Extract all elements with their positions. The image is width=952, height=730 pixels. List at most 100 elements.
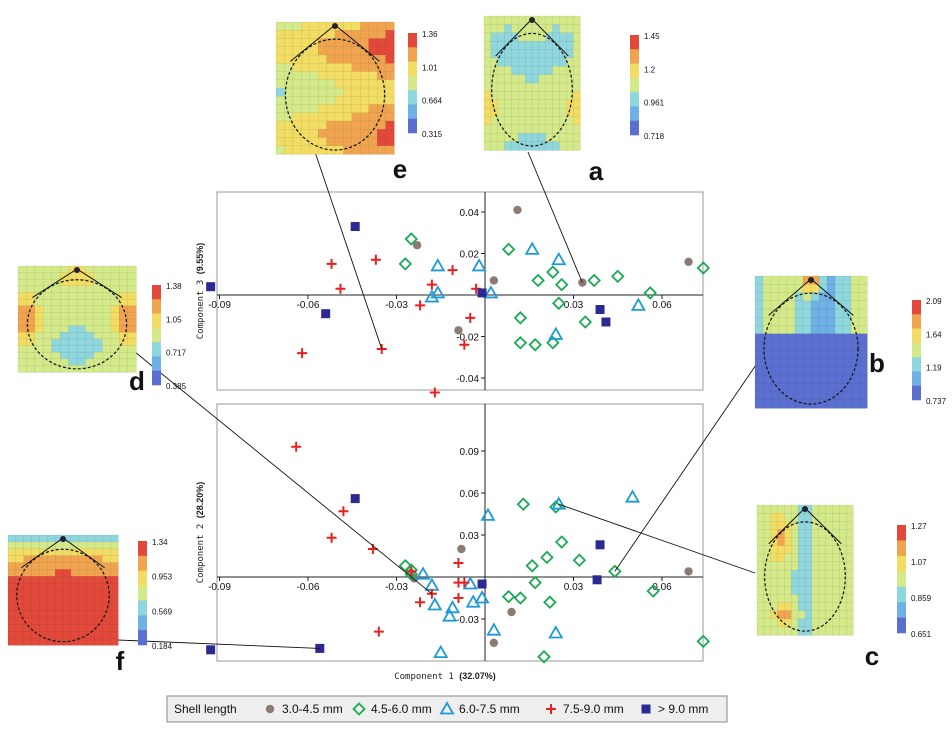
mesh-cell	[317, 96, 328, 106]
mesh-cell	[86, 569, 95, 577]
mesh-cell	[301, 96, 311, 106]
mesh-cell	[275, 120, 285, 130]
mesh-cell	[791, 594, 799, 604]
mesh-cell	[858, 292, 868, 302]
mesh-cell	[7, 617, 17, 625]
mesh-cell	[832, 521, 840, 530]
mesh-cell	[777, 594, 785, 604]
mesh-cell	[54, 624, 64, 632]
mesh-cell	[334, 63, 344, 73]
mesh-cell	[763, 626, 772, 636]
data-point	[592, 575, 602, 585]
colorbar-step	[912, 385, 921, 401]
mesh-cell	[566, 49, 574, 59]
mesh-cell	[127, 332, 137, 340]
colorbar-step	[152, 342, 161, 357]
mesh-cell	[818, 537, 827, 547]
mesh-cell	[334, 96, 344, 106]
mesh-cell	[545, 66, 554, 76]
mesh-cell	[102, 576, 111, 584]
mesh-cell	[309, 46, 319, 56]
mesh-cell	[770, 292, 780, 302]
mesh-cell	[109, 576, 119, 584]
mesh-cell	[127, 358, 137, 366]
mesh-cell	[70, 576, 80, 584]
mesh-cell	[826, 341, 836, 351]
mesh-cell	[825, 553, 833, 563]
mesh-cell	[78, 541, 88, 550]
mesh-cell	[76, 312, 86, 320]
mesh-cell	[842, 350, 852, 360]
x-axis-label: Component 1 (32.07%)	[394, 671, 496, 682]
mesh-cell	[497, 99, 506, 109]
data-point	[453, 593, 464, 603]
mesh-cell	[385, 120, 395, 130]
mesh-cell	[818, 569, 827, 579]
mesh-cell	[811, 553, 820, 563]
mesh-cell	[309, 120, 319, 130]
mesh-cell	[62, 596, 72, 605]
mesh-cell	[825, 586, 833, 595]
mesh-cell	[301, 129, 311, 139]
mesh-cell	[292, 30, 302, 40]
colorbar-label: 0.737	[926, 397, 947, 406]
mesh-cell	[31, 569, 40, 577]
series-s3	[415, 489, 641, 658]
mesh-cell	[51, 332, 61, 340]
mesh-cell	[17, 265, 27, 274]
colorbar-step	[138, 555, 147, 572]
mesh-cell	[85, 272, 95, 280]
mesh-cell	[102, 617, 111, 625]
mesh-cell	[76, 298, 86, 307]
colorbar-label: 1.2	[644, 65, 656, 74]
mesh-cell	[756, 577, 765, 587]
scatter-panel-top: -0.09 -0.06 -0.03 0.03 0.06 0.04 0.02 -0.02 -0.0…	[195, 191, 711, 415]
mesh-cell	[850, 374, 860, 384]
mesh-cell	[483, 74, 492, 84]
mesh-cell	[858, 284, 868, 294]
mesh-cell	[524, 57, 533, 67]
mesh-cell	[538, 91, 547, 101]
mesh-cell	[566, 124, 574, 134]
mesh-cell	[794, 350, 804, 360]
mesh-cell	[818, 586, 827, 595]
mesh-cell	[559, 66, 567, 76]
mesh-cell	[59, 332, 70, 340]
mesh-cell	[538, 133, 547, 143]
mesh-cell	[770, 358, 780, 368]
mesh-cell	[118, 345, 129, 353]
mesh-cell	[284, 38, 294, 48]
data-point	[513, 591, 528, 605]
mesh-cell	[559, 57, 567, 67]
mesh-cell	[754, 341, 764, 351]
mesh-cell	[376, 137, 387, 147]
mesh-cell	[524, 116, 533, 126]
mesh-cell	[68, 338, 78, 347]
y-tick-label: 0.06	[460, 489, 480, 500]
mesh-cell	[762, 284, 772, 294]
apex-marker	[60, 536, 66, 542]
data-point	[489, 276, 499, 285]
mesh-cell	[524, 74, 533, 84]
data-point	[630, 297, 646, 311]
mesh-cell	[483, 66, 492, 76]
mesh-cell	[777, 569, 785, 579]
mesh-cell	[34, 332, 44, 340]
mesh-cell	[376, 30, 387, 40]
mesh-cell	[43, 345, 53, 353]
data-point	[513, 205, 522, 215]
y-axis-label: Component 3 (9.55%)	[195, 243, 206, 340]
x-tick-label: -0.06	[297, 300, 320, 311]
mesh-cell	[109, 596, 119, 605]
mesh-cell	[794, 308, 804, 318]
mesh-cell	[47, 548, 56, 557]
mesh-cell	[284, 54, 294, 64]
mesh-cell	[524, 82, 533, 92]
apex-marker	[802, 506, 808, 512]
mesh-cell	[552, 32, 560, 42]
mesh-cell	[54, 589, 64, 598]
mesh-cell	[804, 561, 813, 571]
mesh-cell	[68, 285, 78, 294]
colorbar-step	[138, 615, 147, 631]
mesh-cell	[834, 292, 844, 302]
